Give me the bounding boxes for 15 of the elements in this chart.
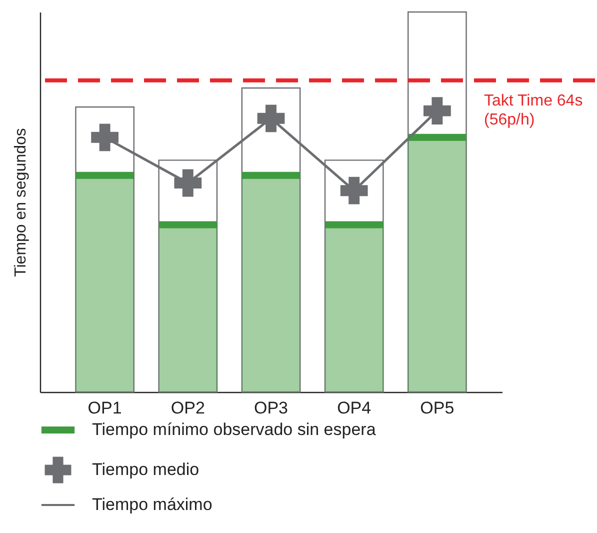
ref-line-label: Takt Time 64s (56p/h) (484, 92, 583, 128)
legend-label: Tiempo máximo (92, 495, 212, 514)
legend-label: Tiempo mínimo observado sin espera (92, 420, 376, 439)
point (340, 176, 368, 204)
x-tick-label: OP3 (254, 398, 288, 418)
x-tick-label: OP2 (170, 398, 205, 418)
y-axis-title: Tiempo en segundos (12, 128, 30, 277)
point (423, 97, 451, 124)
x-tick-label: OP5 (420, 398, 454, 418)
point (91, 124, 119, 152)
x-tick-label: OP4 (337, 398, 372, 418)
legend-label: Tiempo medio (92, 460, 200, 479)
point (174, 169, 202, 197)
x-tick-label: OP1 (88, 398, 122, 418)
point (257, 104, 285, 132)
